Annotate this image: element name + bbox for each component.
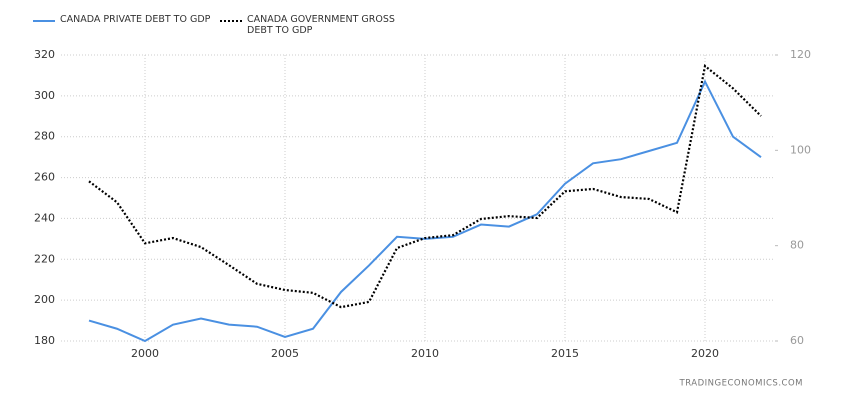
legend-item: CANADA GOVERNMENT GROSS DEBT TO GDP [220, 14, 422, 36]
x-tick-label: 2015 [551, 347, 579, 360]
y-tick-label: 260 [34, 171, 55, 184]
y2-tick-label: 120 [790, 48, 811, 61]
y-tick-label: 300 [34, 89, 55, 102]
y2-tick-label: 60 [790, 334, 804, 347]
y-tick-label: 220 [34, 252, 55, 265]
y-tick-label: 320 [34, 48, 55, 61]
y-tick-label: 180 [34, 334, 55, 347]
x-tick-label: 2000 [131, 347, 159, 360]
legend-swatch [220, 20, 242, 22]
x-tick-label: 2020 [691, 347, 719, 360]
legend-label: CANADA GOVERNMENT GROSS DEBT TO GDP [247, 14, 395, 36]
y2-tick-label: 80 [790, 239, 804, 252]
data-line [88, 63, 762, 309]
x-tick-label: 2010 [411, 347, 439, 360]
y-tick-label: 200 [34, 293, 55, 306]
legend-item: CANADA PRIVATE DEBT TO GDP [33, 14, 210, 25]
source-label: TRADINGECONOMICS.COM [679, 379, 803, 389]
legend-label: CANADA PRIVATE DEBT TO GDP [60, 14, 211, 25]
legend-swatch [33, 20, 55, 22]
y-tick-label: 240 [34, 211, 55, 224]
y2-tick-label: 100 [790, 143, 811, 156]
y-tick-label: 280 [34, 130, 55, 143]
x-tick-label: 2005 [271, 347, 299, 360]
